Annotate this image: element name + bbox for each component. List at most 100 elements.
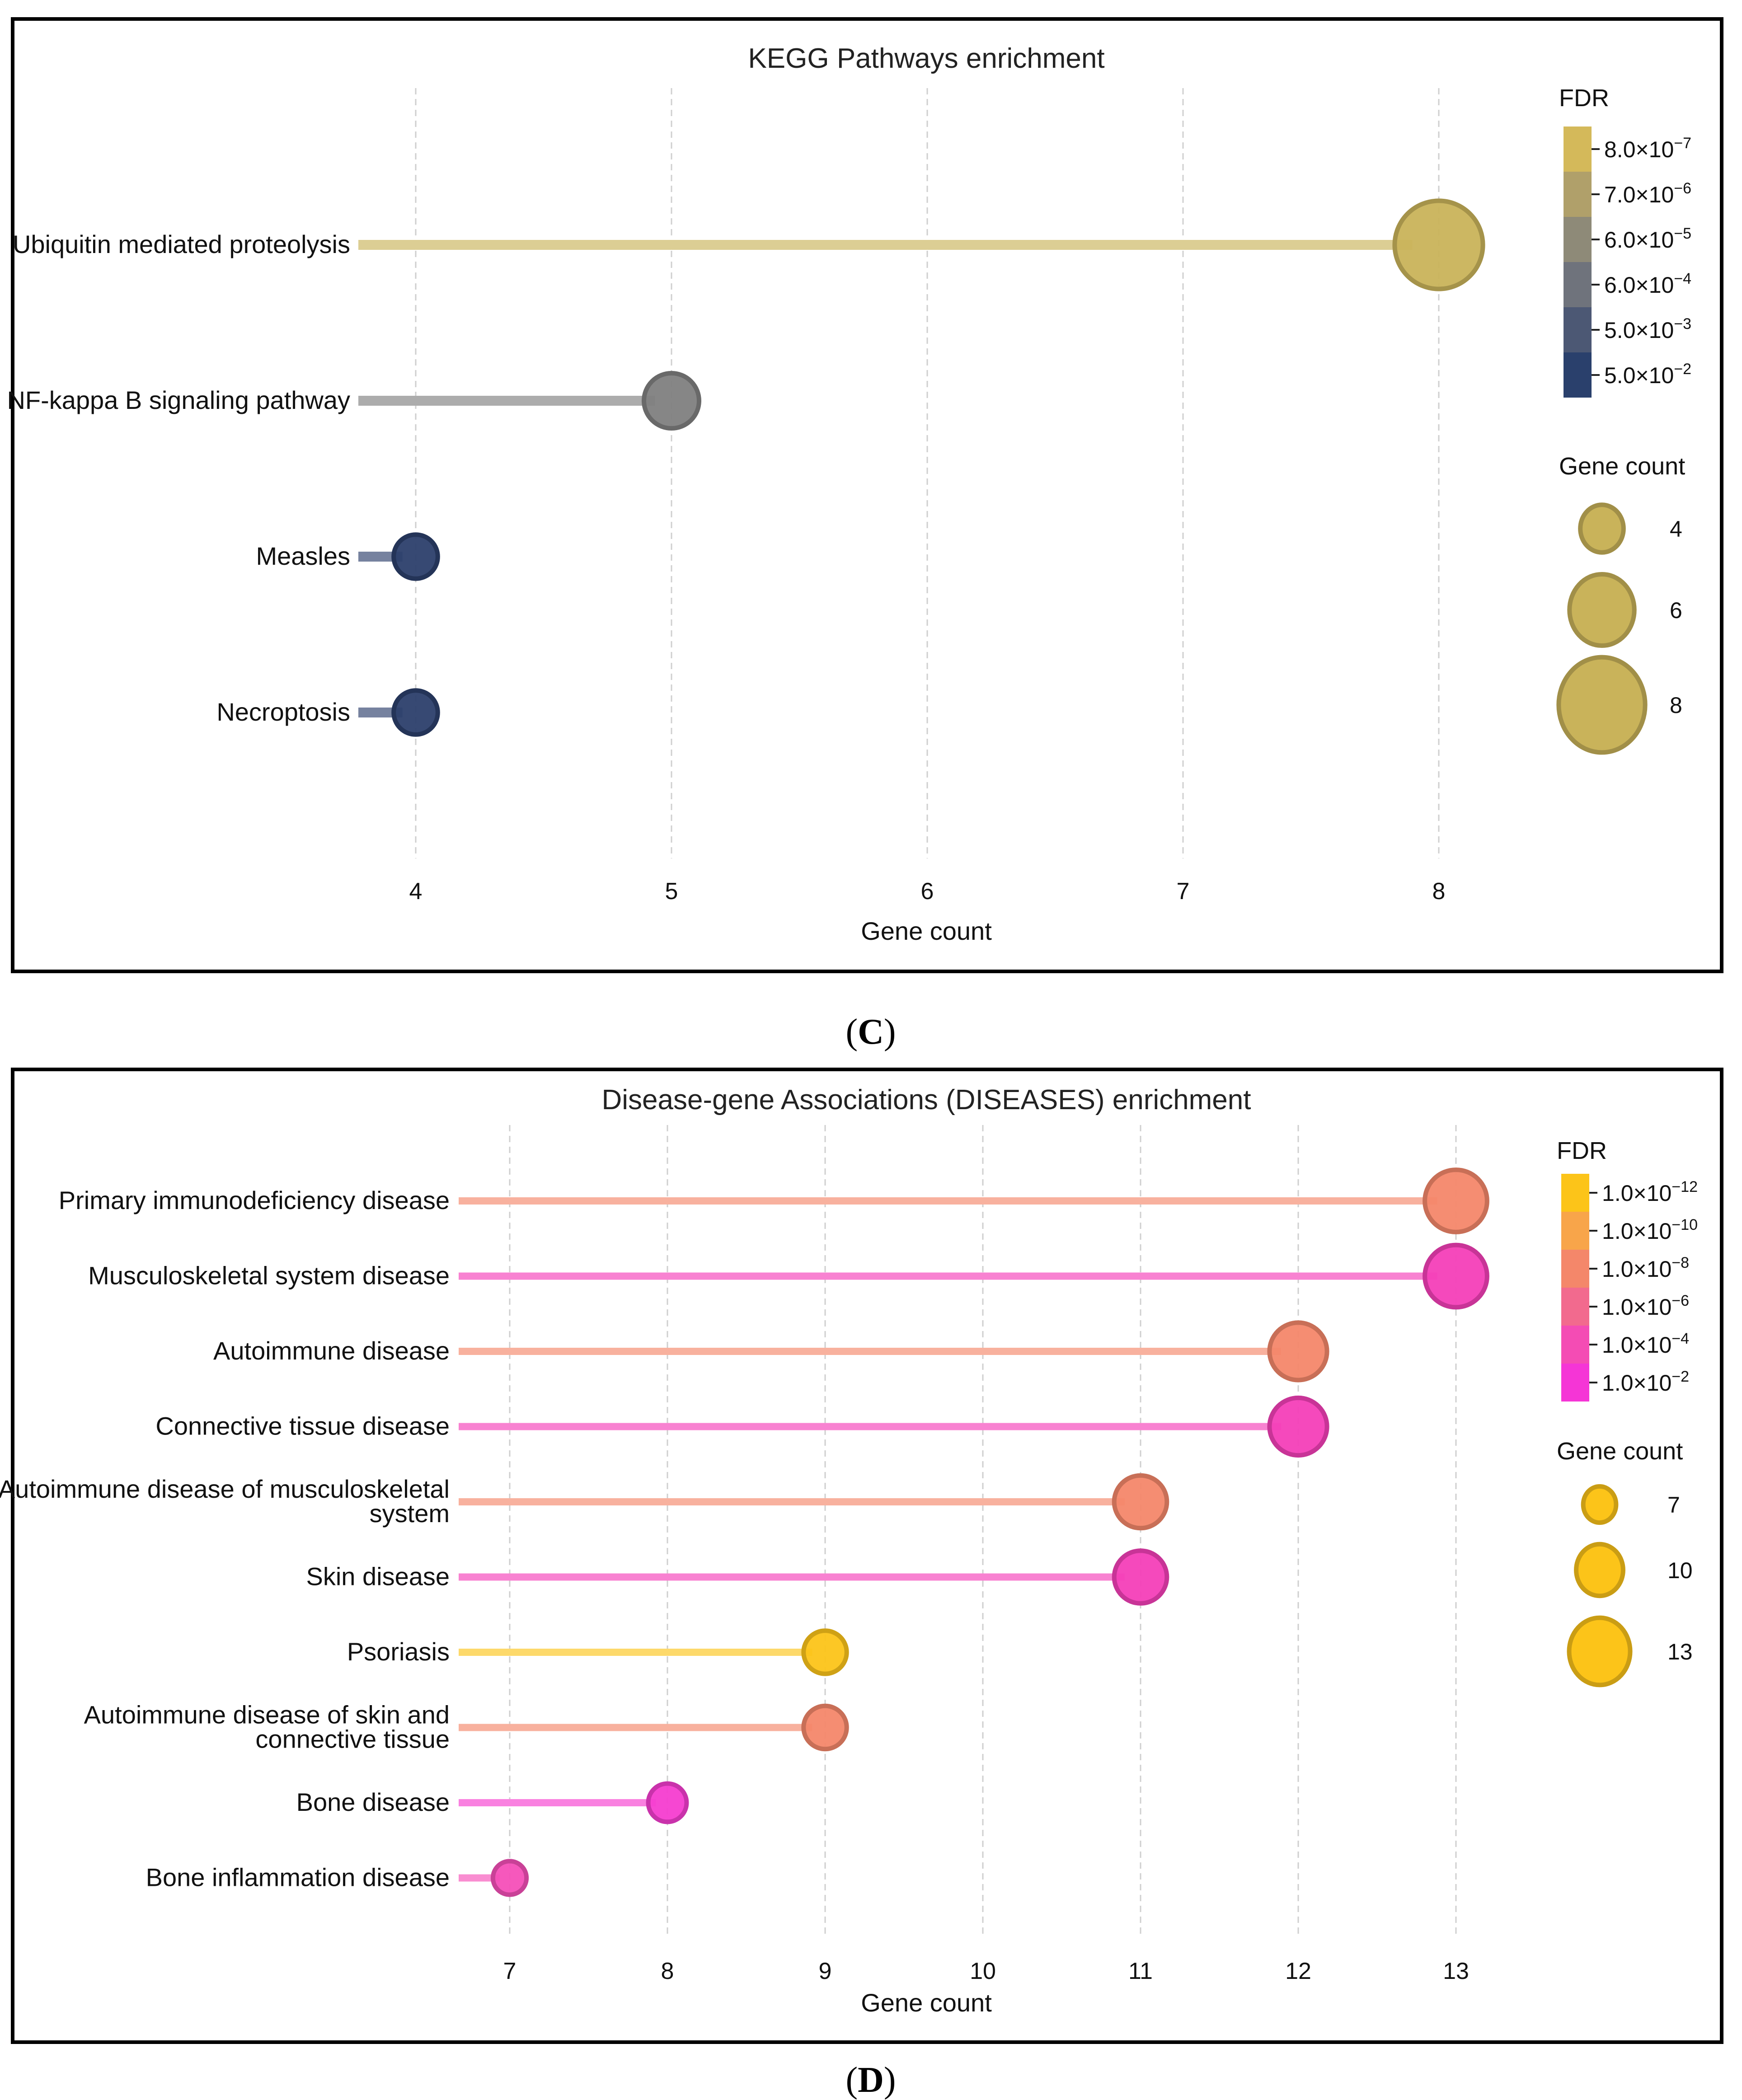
- x-tick-label: 6: [921, 878, 934, 905]
- paren-close: ): [884, 2060, 896, 2100]
- fdr-swatch-1: [1561, 1212, 1589, 1250]
- size-legend-title: Gene count: [1559, 453, 1685, 480]
- x-tick-label: 7: [503, 1958, 516, 1984]
- fdr-label-4: 1.0×10−4: [1602, 1330, 1689, 1358]
- fdr-swatch-0: [1561, 1174, 1589, 1212]
- fdr-swatch-4: [1561, 1326, 1589, 1364]
- panel-frame: [11, 1068, 1723, 2044]
- y-label-1: Musculoskeletal system disease: [88, 1261, 450, 1290]
- size-legend-circle-1: [1567, 572, 1637, 648]
- size-legend-label-1: 6: [1670, 598, 1682, 623]
- size-legend-circle-0: [1581, 1484, 1619, 1525]
- y-label-4: Autoimmune disease of musculoskeletal: [0, 1475, 450, 1503]
- point-3: [391, 688, 440, 737]
- x-tick-label: 13: [1443, 1958, 1469, 1984]
- fdr-mantissa: 1.0×10: [1602, 1332, 1672, 1358]
- y-label-9: Bone inflammation disease: [146, 1863, 450, 1892]
- size-legend-circle-2: [1556, 655, 1648, 755]
- paren-open: (: [845, 1012, 858, 1052]
- y-label-2: Autoimmune disease: [213, 1336, 450, 1365]
- fdr-swatch-4: [1564, 307, 1592, 352]
- fdr-exponent: −3: [1674, 315, 1691, 333]
- size-legend-label-2: 8: [1670, 693, 1682, 718]
- size-legend-title: Gene count: [1557, 1438, 1683, 1465]
- fdr-exponent: −2: [1674, 361, 1691, 378]
- y-label-0: Ubiquitin mediated proteolysis: [13, 230, 350, 258]
- fdr-legend-title: FDR: [1557, 1137, 1607, 1164]
- fdr-swatch-5: [1561, 1364, 1589, 1402]
- fdr-exponent: −2: [1672, 1368, 1689, 1385]
- fdr-swatch-0: [1564, 127, 1592, 172]
- fdr-label-5: 5.0×10−2: [1604, 361, 1691, 388]
- point-1: [642, 371, 701, 431]
- fdr-label-5: 1.0×10−2: [1602, 1368, 1689, 1396]
- fdr-swatch-3: [1564, 262, 1592, 307]
- y-label-0: Primary immunodeficiency disease: [59, 1186, 450, 1214]
- fdr-exponent: −6: [1672, 1292, 1689, 1309]
- y-label-6: Psoriasis: [347, 1637, 450, 1666]
- size-legend-circle-1: [1574, 1542, 1625, 1598]
- size-legend-label-1: 10: [1667, 1558, 1693, 1583]
- x-tick-label: 7: [1177, 878, 1190, 905]
- fdr-label-0: 8.0×10−7: [1604, 135, 1691, 162]
- fdr-label-0: 1.0×10−12: [1602, 1178, 1698, 1206]
- fdr-mantissa: 1.0×10: [1602, 1219, 1672, 1244]
- panel-d: Disease-gene Associations (DISEASES) enr…: [0, 1068, 1723, 2100]
- point-5: [1112, 1548, 1169, 1606]
- fdr-exponent: −7: [1674, 135, 1691, 152]
- panel-letter-text: D: [858, 2060, 884, 2100]
- fdr-mantissa: 5.0×10: [1604, 363, 1674, 388]
- chart-title: KEGG Pathways enrichment: [748, 43, 1104, 74]
- fdr-label-2: 6.0×10−5: [1604, 225, 1691, 253]
- point-9: [490, 1859, 529, 1897]
- panel-letter: (D): [845, 2060, 896, 2100]
- y-label-1: NF-kappa B signaling pathway: [7, 386, 350, 414]
- x-tick-label: 5: [665, 878, 678, 905]
- y-label-4: system: [370, 1499, 450, 1528]
- fdr-swatch-3: [1561, 1288, 1589, 1326]
- chart-title: Disease-gene Associations (DISEASES) enr…: [602, 1084, 1251, 1116]
- fdr-exponent: −10: [1672, 1216, 1698, 1233]
- x-tick-label: 8: [1432, 878, 1446, 905]
- point-1: [1423, 1242, 1489, 1310]
- panel-letter: (C): [845, 1012, 896, 1052]
- panel-c: KEGG Pathways enrichment 4 5 6 7 8 Gene count U…: [7, 17, 1723, 1052]
- fdr-exponent: −5: [1674, 225, 1691, 242]
- paren-open: (: [845, 2060, 858, 2100]
- fdr-label-1: 1.0×10−10: [1602, 1216, 1698, 1244]
- y-label-8: Bone disease: [296, 1788, 450, 1816]
- fdr-label-1: 7.0×10−6: [1604, 180, 1691, 207]
- y-label-7: connective tissue: [255, 1725, 450, 1753]
- point-4: [1112, 1473, 1169, 1531]
- x-tick-label: 11: [1128, 1958, 1153, 1984]
- point-0: [1392, 198, 1485, 291]
- point-3: [1267, 1395, 1329, 1458]
- x-tick-label: 8: [661, 1958, 674, 1984]
- y-label-2: Measles: [256, 542, 350, 570]
- fdr-label-2: 1.0×10−8: [1602, 1254, 1689, 1282]
- x-tick-label: 12: [1285, 1958, 1311, 1984]
- fdr-label-4: 5.0×10−3: [1604, 315, 1691, 343]
- size-legend-label-2: 13: [1667, 1639, 1693, 1664]
- point-8: [646, 1781, 689, 1824]
- y-label-7: Autoimmune disease of skin and: [84, 1701, 450, 1729]
- fdr-swatch-2: [1564, 217, 1592, 262]
- fdr-swatch-5: [1564, 352, 1592, 398]
- point-2: [1267, 1320, 1329, 1383]
- panel-letter-text: C: [858, 1012, 884, 1052]
- point-6: [801, 1628, 849, 1676]
- panel-frame: [11, 17, 1723, 973]
- fdr-mantissa: 6.0×10: [1604, 227, 1674, 253]
- fdr-mantissa: 1.0×10: [1602, 1256, 1672, 1282]
- fdr-swatch-2: [1561, 1250, 1589, 1288]
- fdr-exponent: −8: [1672, 1254, 1689, 1271]
- fdr-mantissa: 7.0×10: [1604, 182, 1674, 207]
- x-tick-label: 4: [409, 878, 423, 905]
- fdr-mantissa: 1.0×10: [1602, 1181, 1672, 1206]
- fdr-exponent: −4: [1674, 270, 1691, 287]
- fdr-mantissa: 1.0×10: [1602, 1294, 1672, 1320]
- fdr-swatch-1: [1564, 172, 1592, 217]
- fdr-exponent: −4: [1672, 1330, 1689, 1347]
- point-7: [801, 1703, 849, 1752]
